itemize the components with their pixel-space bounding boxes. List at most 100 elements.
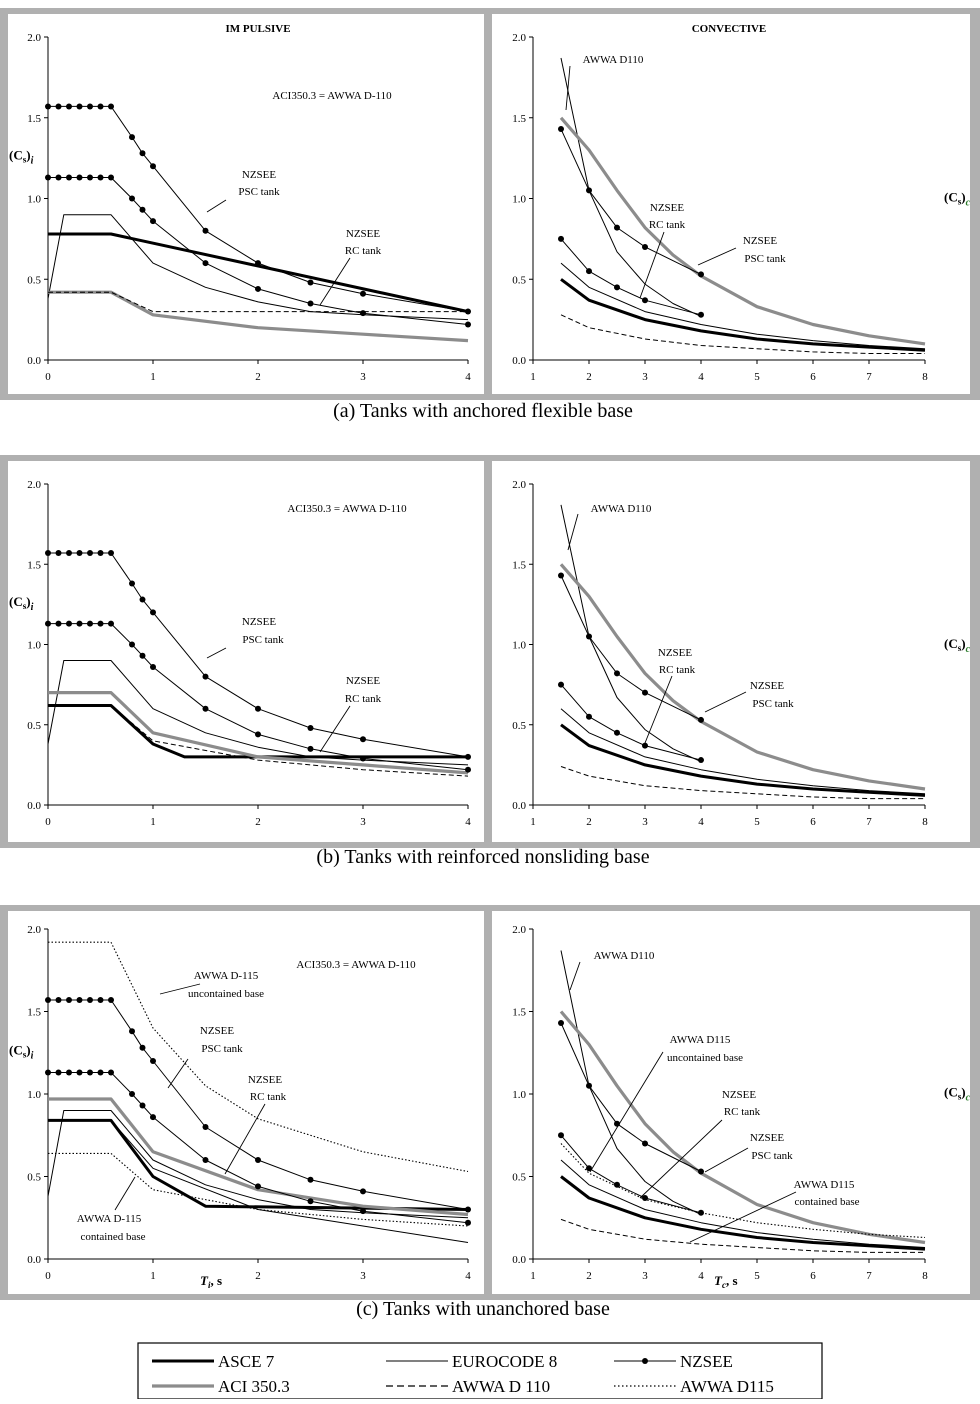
annotation: PSC tank: [751, 1150, 793, 1162]
nzsee-point: [642, 1140, 648, 1147]
y-tick-label: 2.0: [512, 32, 526, 44]
annotation: PSC tank: [242, 634, 284, 646]
y-tick-label: 1.0: [27, 1089, 41, 1101]
nzsee-point: [55, 174, 62, 181]
series-line-eurocode-8: [560, 262, 926, 350]
nzsee-point: [586, 1165, 592, 1172]
legend-label: AWWA D115: [680, 1377, 774, 1396]
series-line-awwa-d-110: [560, 504, 702, 763]
legend-item-asce-7: ASCE 7: [152, 1352, 275, 1371]
nzsee-point: [698, 311, 704, 318]
annotation: AWWA D110: [594, 950, 655, 962]
nzsee-point: [614, 729, 620, 736]
y-tick-label: 0.0: [512, 355, 526, 367]
nzsee-point: [139, 1102, 146, 1109]
chart-title: CONVECTIVE: [692, 23, 767, 35]
series-line-eurocode-8: [47, 660, 469, 766]
annotation: PSC tank: [752, 698, 794, 710]
nzsee-point: [55, 550, 62, 557]
nzsee-point: [139, 1044, 146, 1051]
annotation: NZSEE: [248, 1074, 283, 1086]
annotation: RC tank: [250, 1091, 287, 1103]
annotation: AWWA D110: [591, 503, 652, 515]
legend-label: AWWA D 110: [452, 1377, 550, 1396]
nzsee-point: [97, 620, 104, 627]
nzsee-point: [129, 1028, 135, 1035]
series-line-aci-350-3: [559, 1010, 926, 1245]
leader-line: [567, 513, 579, 551]
x-tick-label: 2: [586, 371, 592, 383]
nzsee-point: [698, 1209, 704, 1216]
y-axis-label-impulsive: (Cs)i: [9, 1042, 34, 1061]
nzsee-point: [255, 731, 261, 738]
nzsee-point: [307, 1176, 314, 1183]
series-line-aci-350-3: [559, 116, 926, 346]
label-part: (C: [9, 594, 23, 609]
leader-line: [589, 1051, 664, 1173]
nzsee-point: [129, 195, 135, 202]
series-line-asce-7: [48, 232, 469, 314]
leader-line: [697, 247, 737, 266]
annotation: NZSEE: [242, 616, 277, 628]
legend-marker: [642, 1358, 648, 1364]
nzsee-point: [150, 1114, 156, 1121]
label-part: (C: [9, 148, 23, 163]
label-index: c: [966, 1092, 971, 1103]
leader-line: [704, 1147, 749, 1173]
nzsee-point: [139, 206, 146, 213]
nzsee-point: [307, 1198, 314, 1205]
x-tick-label: 8: [922, 371, 928, 383]
label-index: i: [31, 156, 34, 167]
nzsee-point: [255, 1183, 261, 1190]
chart-a-convective: 0.0 0.5 1.0 1.5 2.0 1 2 3 4 5 6 7 8 CONVECTIVE (Cs)c AW…: [512, 23, 970, 383]
annotation: NZSEE: [346, 675, 381, 687]
x-tick-label: 5: [754, 816, 760, 828]
nzsee-point: [586, 633, 592, 640]
legend-box: [137, 1342, 823, 1400]
annotation: contained base: [794, 1196, 859, 1208]
x-tick-label: 7: [866, 371, 872, 383]
legend-item-aci-350-3: ACI 350.3: [152, 1377, 290, 1396]
x-tick-label: 3: [642, 1270, 648, 1282]
y-tick-label: 1.0: [512, 1089, 526, 1101]
legend: ASCE 7 EUROCODE 8 NZSEE ACI 350.3 AWWA D 110…: [137, 1342, 823, 1400]
nzsee-point: [45, 103, 51, 110]
leader-line: [206, 647, 227, 659]
y-tick-label: 1.0: [512, 640, 526, 652]
annotation: PSC tank: [744, 253, 786, 265]
series-line-eurocode-8: [110, 1120, 469, 1243]
y-axis-label-impulsive: (Cs)i: [9, 148, 34, 167]
leader-line: [704, 691, 747, 713]
nzsee-point: [465, 321, 471, 328]
nzsee-point: [558, 1020, 564, 1027]
annotation: uncontained base: [667, 1052, 743, 1064]
nzsee-point: [642, 689, 648, 696]
x-tick-label: 3: [360, 1270, 366, 1282]
chart-b-impulsive: 0.0 0.5 1.0 1.5 2.0 0 1 2 3 4 (Cs)i ACI350.3 = AWWA…: [9, 479, 471, 828]
label-part: , s: [210, 1273, 222, 1288]
y-tick-label: 0.5: [27, 1172, 41, 1184]
series-line-awwa-d-110: [560, 766, 925, 800]
y-axis-label-convective: (Cs)c: [944, 190, 971, 209]
nzsee-point: [108, 550, 114, 557]
panel-box-2-0: [8, 911, 484, 1294]
annotation: AWWA D-115: [77, 1213, 142, 1225]
nzsee-point: [586, 268, 592, 275]
label-part: ): [26, 1042, 30, 1057]
y-tick-label: 1.5: [27, 1007, 41, 1019]
y-tick-label: 0.0: [27, 355, 41, 367]
nzsee-point: [45, 1069, 51, 1076]
nzsee-point: [129, 134, 135, 141]
nzsee-point: [97, 174, 104, 181]
nzsee-point: [614, 224, 620, 231]
nzsee-point: [558, 681, 564, 688]
leader-line: [569, 961, 581, 991]
nzsee-point: [97, 103, 104, 110]
x-axis-label-tc: Tc, s: [714, 1273, 738, 1290]
x-tick-label: 2: [255, 1270, 261, 1282]
series-line-asce-7: [560, 1175, 926, 1251]
panels: 0.00.51.01.52.00 1 2 3 4IM PULSIVE(Cs)iACI35…: [0, 8, 980, 1300]
nzsee-point: [55, 103, 62, 110]
annotation: RC tank: [659, 664, 696, 676]
